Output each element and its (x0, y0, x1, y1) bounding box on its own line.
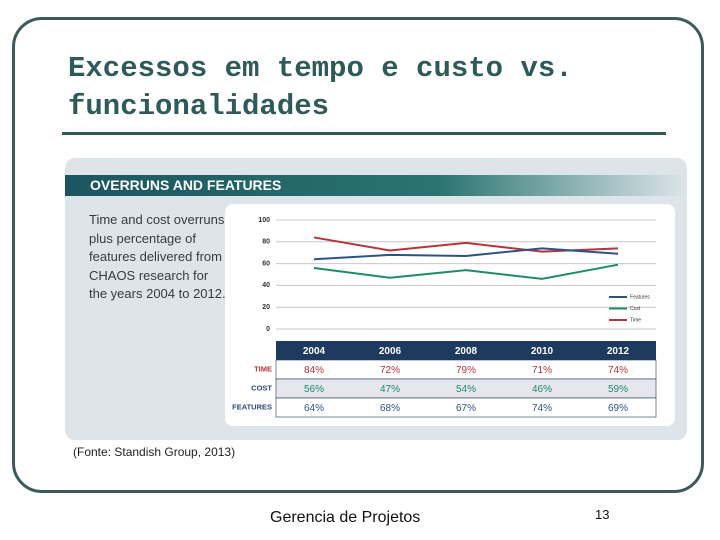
chart-subtitle: Time and cost overruns, plus percentage … (89, 212, 228, 302)
value-label: 79% (456, 365, 476, 376)
y-tick-label: 40 (262, 282, 270, 289)
value-label: 71% (532, 365, 552, 376)
y-tick-label: 0 (266, 326, 270, 333)
value-label: 64% (304, 403, 324, 414)
y-tick-label: 60 (262, 260, 270, 267)
slide-title: Excessos em tempo e custo vs. funcionali… (68, 52, 573, 123)
x-tick-label: 2012 (607, 346, 630, 357)
value-label: 56% (304, 384, 324, 395)
legend-label: Features (630, 294, 650, 300)
x-tick-label: 2010 (531, 346, 554, 357)
row-label: COST (251, 383, 272, 392)
row-label: TIME (254, 364, 272, 373)
value-label: 69% (608, 403, 628, 414)
data-line (313, 263, 619, 280)
y-tick-label: 20 (262, 304, 270, 311)
slide-frame (12, 17, 704, 493)
x-tick-label: 2008 (455, 346, 478, 357)
value-label: 67% (456, 403, 476, 414)
table-row (275, 397, 657, 418)
figure-header-band (65, 175, 687, 196)
page-number: 13 (595, 507, 610, 522)
y-tick-label: 80 (262, 239, 270, 246)
value-label: 84% (304, 365, 324, 376)
legend-label: Time (630, 317, 641, 323)
title-rule (62, 132, 666, 135)
value-label: 54% (456, 384, 476, 395)
value-label: 68% (380, 403, 400, 414)
x-tick-label: 2006 (379, 346, 402, 357)
x-tick-label: 2004 (303, 346, 326, 357)
legend-label: Cost (630, 306, 641, 312)
data-line (313, 247, 619, 261)
value-label: 59% (608, 384, 628, 395)
value-label: 72% (380, 365, 400, 376)
y-tick-label: 100 (258, 217, 270, 224)
value-label: 47% (380, 384, 400, 395)
source-note: (Fonte: Standish Group, 2013) (73, 445, 236, 459)
chart-title: OVERRUNS AND FEATURES (90, 177, 282, 193)
value-label: 46% (532, 384, 552, 395)
value-label: 74% (608, 365, 628, 376)
footer: Gerencia de Projetos (270, 509, 421, 526)
value-label: 74% (532, 403, 552, 414)
row-label: FEATURES (232, 402, 272, 411)
table-header (276, 341, 656, 360)
